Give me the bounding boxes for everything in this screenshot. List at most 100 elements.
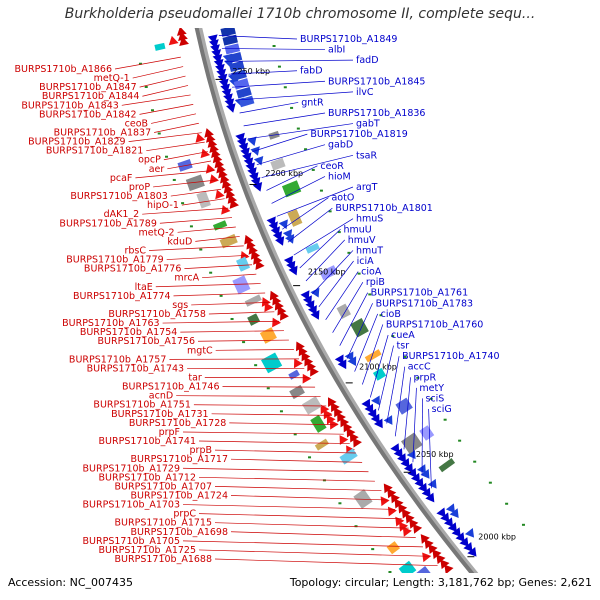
right-leader-line (428, 408, 432, 489)
track-marker (219, 294, 223, 297)
minus-strand-gene-arrow (398, 503, 408, 514)
left-leader-line (170, 188, 222, 197)
left-gene-label: BURPS1710b_A1707 (115, 481, 212, 492)
kbp-tick-layer: 2250 kbp 2200 kbp 2150 kbp 2100 kbp 2050 kbp… (215, 67, 516, 558)
left-leader-line (193, 404, 327, 407)
feature-track-block (287, 209, 303, 227)
track-marker (521, 523, 525, 526)
kbp-tick-label: 2000 kbp (478, 533, 516, 542)
minus-strand-gene-arrow (229, 199, 239, 209)
left-leader-line (150, 113, 197, 124)
genome-backbone (194, 28, 475, 573)
left-leader-line (230, 495, 389, 501)
feature-track-block (438, 458, 456, 473)
left-leader-line (139, 104, 194, 115)
right-leader-line (221, 48, 326, 50)
left-leader-line (139, 75, 186, 88)
minus-strand-gene-arrow (205, 163, 216, 174)
right-leader-line (239, 102, 299, 114)
left-leader-line (128, 132, 202, 142)
right-leader-line (346, 303, 373, 359)
plus-strand-gene-arrow (421, 487, 431, 498)
minus-strand-gene-arrow (327, 397, 337, 408)
feature-track-block (364, 349, 382, 363)
plus-strand-gene-arrow (367, 408, 377, 419)
track-marker (157, 132, 161, 135)
minus-strand-gene-arrow (380, 496, 390, 507)
track-marker (319, 189, 323, 192)
kbp-tick-label: 2250 kbp (232, 67, 270, 76)
track-marker (371, 548, 375, 551)
feature-track-block (270, 157, 286, 171)
minus-strand-gene-arrow (349, 432, 359, 443)
right-leader-line (325, 271, 359, 320)
plus-strand-gene-arrow (425, 492, 435, 503)
left-gene-label: prpB (190, 445, 212, 456)
plus-strand-gene-arrow (278, 219, 288, 230)
track-marker (311, 168, 315, 171)
right-leader-line (232, 80, 326, 88)
plus-strand-gene-arrow (463, 542, 473, 552)
track-marker (277, 65, 281, 68)
minus-strand-gene-arrow (223, 184, 234, 194)
minus-strand-gene-arrow (178, 31, 188, 41)
left-leader-line (114, 56, 181, 70)
track-marker (337, 231, 341, 234)
left-leader-line (202, 273, 257, 279)
left-gene-label: BURPS1710b_A1743 (87, 363, 184, 374)
left-gene-label: BURPS1710b_A1757 (69, 354, 166, 365)
minus-strand-gene-arrow (323, 409, 333, 420)
right-gene-label: cioA (361, 267, 382, 278)
plus-strand-gene-arrow (459, 537, 469, 547)
minus-strand-gene-arrow (269, 290, 279, 301)
left-gene-label: dAK1_2 (104, 209, 140, 220)
track-marker (165, 155, 169, 158)
left-leader-line (142, 85, 189, 97)
left-leader-line (198, 513, 402, 520)
left-leader-line (148, 245, 244, 251)
track-marker (283, 86, 287, 89)
left-leader-line (230, 458, 363, 463)
minus-strand-gene-arrow (444, 564, 454, 573)
minus-strand-gene-arrow (320, 404, 330, 415)
left-gene-label: BURPS1710b_A1776 (84, 264, 181, 275)
right-leader-line (228, 70, 298, 75)
feature-track-block (288, 369, 300, 380)
feature-track-block (314, 438, 330, 451)
right-gene-label: gabT (356, 119, 380, 130)
minus-strand-gene-arrow (307, 361, 316, 372)
plus-strand-gene-block (228, 60, 245, 73)
feature-track-block (236, 256, 251, 272)
feature-track-block (219, 233, 238, 249)
left-gene-label: BURPS1710b_A1698 (131, 527, 228, 538)
minus-strand-gene-arrow (339, 435, 349, 445)
left-gene-label: ceoB (125, 118, 148, 129)
plus-strand-gene-block (236, 86, 252, 99)
right-leader-line (369, 334, 389, 398)
left-leader-line (154, 122, 199, 133)
plus-strand-gene-arrow (436, 507, 446, 518)
left-gene-label: BURPS1710b_A1847 (39, 82, 136, 93)
minus-strand-gene-arrow (218, 168, 228, 179)
right-gene-label: BURPS1710b_A1845 (328, 76, 425, 87)
left-gene-label: ltaE (135, 282, 153, 293)
minus-strand-gene-arrow (244, 234, 254, 245)
minus-strand-gene-arrow (209, 143, 219, 153)
plus-strand-gene-arrow (361, 398, 371, 409)
left-gene-label: acnD (149, 391, 173, 402)
left-leader-line (135, 170, 215, 179)
minus-strand-gene-arrow (340, 417, 350, 428)
left-leader-line (167, 160, 212, 170)
minus-strand-gene-arrow (390, 493, 400, 504)
left-leader-line (181, 198, 225, 206)
right-gene-label: hmuS (356, 214, 383, 225)
minus-strand-gene-arrow (214, 158, 225, 169)
right-leader-line (235, 91, 354, 101)
right-leader-line (293, 218, 354, 256)
right-leader-line (256, 144, 326, 165)
right-gene-label: BURPS1710b_A1783 (376, 298, 473, 309)
minus-strand-gene-arrow (200, 148, 211, 159)
left-gene-label: BURPS1710b_A1703 (83, 500, 180, 511)
left-gene-label: BURPS1710b_A1866 (15, 64, 112, 75)
plus-strand-gene-arrow (445, 503, 455, 514)
